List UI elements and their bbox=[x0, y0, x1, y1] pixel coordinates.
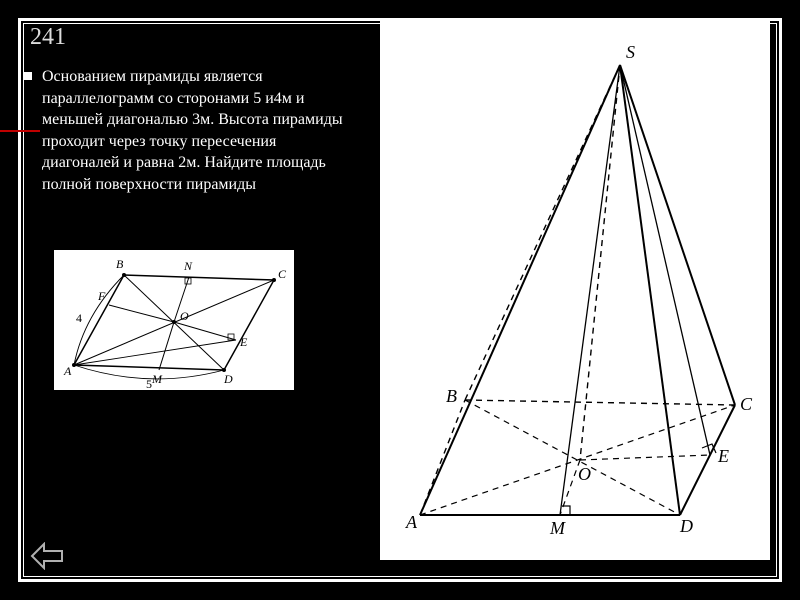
label-F: F bbox=[97, 289, 106, 303]
label-O: O bbox=[180, 309, 189, 323]
label-A2: A bbox=[405, 512, 418, 532]
label-D2: D bbox=[679, 516, 693, 536]
prev-slide-button[interactable] bbox=[30, 542, 64, 570]
label-side-4: 4 bbox=[76, 311, 82, 325]
label-B2: B bbox=[446, 386, 457, 406]
label-D: D bbox=[223, 372, 233, 386]
bullet-square-icon bbox=[24, 72, 32, 80]
problem-text-block: Основанием пирамиды является параллелогр… bbox=[24, 66, 344, 196]
label-E2: E bbox=[717, 446, 729, 466]
label-S: S bbox=[626, 42, 635, 62]
label-C2: C bbox=[740, 394, 753, 414]
slide-number: 241 bbox=[30, 24, 66, 51]
label-M2: M bbox=[549, 518, 566, 538]
label-A: A bbox=[63, 364, 72, 378]
arrow-left-icon bbox=[30, 542, 64, 570]
pyramid-diagram: S A B C D O M E bbox=[380, 20, 770, 560]
label-M: M bbox=[151, 372, 163, 386]
problem-text: Основанием пирамиды является параллелогр… bbox=[42, 66, 344, 196]
label-C: C bbox=[278, 267, 287, 281]
label-N: N bbox=[183, 259, 193, 273]
label-B: B bbox=[116, 257, 124, 271]
parallelogram-diagram: A B C D O M N E F 4 5 bbox=[54, 250, 294, 390]
label-O2: O bbox=[578, 464, 591, 484]
label-E: E bbox=[239, 335, 248, 349]
label-side-5: 5 bbox=[146, 377, 152, 390]
